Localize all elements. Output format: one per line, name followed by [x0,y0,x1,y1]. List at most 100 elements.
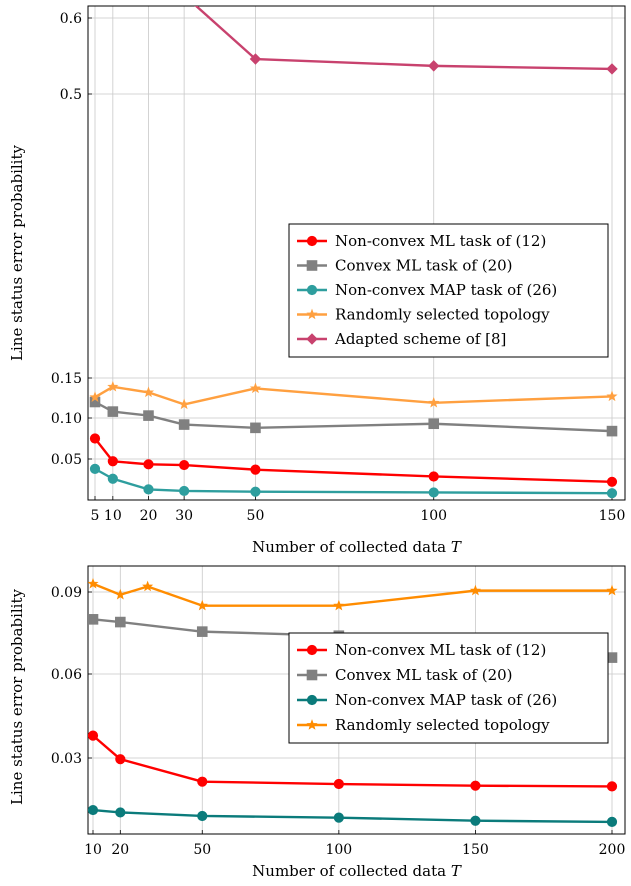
x-tick-label: 20 [140,508,158,524]
data-point [606,488,618,499]
data-point [250,464,261,475]
y-tick-label: 0.06 [51,667,82,683]
y-tick-label: 0.5 [60,87,82,103]
data-point [89,391,101,402]
data-point [250,422,261,434]
legend-swatch-marker [306,284,318,296]
data-point [333,778,344,790]
data-point [107,380,119,392]
data-point [428,418,440,430]
data-point [428,487,439,498]
y-tick-label: 0.09 [51,585,82,601]
data-point [249,53,262,65]
data-point [196,599,208,611]
legend: Non-convex ML task of (12) Convex ML task… [288,632,609,744]
series-line [94,437,613,483]
series-line [94,385,613,406]
chart-2: 10 20 50 100 150 200 0.03 0.06 0.09 Number of col… [8,565,626,880]
data-point [606,781,618,792]
data-point [179,485,190,497]
series-3 [89,463,618,499]
series-line [94,400,613,433]
data-point [88,614,99,625]
x-tick-label: 20 [111,842,129,858]
data-point [88,804,99,816]
data-point [196,626,208,637]
series-line [92,582,612,607]
x-tick-label: 50 [193,842,211,858]
x-tick-label: 200 [599,842,626,858]
legend-item: Non-convex MAP task of (26) [297,691,557,709]
data-point [606,425,618,437]
legend-swatch-marker [306,719,318,730]
legend-swatch-marker [306,669,318,681]
legend-label: Non-convex MAP task of (26) [335,281,557,299]
data-point [89,463,101,474]
legend-item: Adapted scheme of [8] [297,330,506,348]
legend-swatch-marker [306,235,318,247]
data-point [249,382,262,394]
data-point [115,807,126,818]
x-axis-label-symbol: T [451,538,462,556]
legend-label: Non-convex ML task of (12) [335,232,546,250]
data-point [143,410,154,421]
x-tick-label: 100 [325,842,352,858]
data-point [197,810,208,822]
y-tick-label: 0.15 [51,371,82,387]
data-point [469,584,481,596]
data-point [470,780,481,791]
y-axis-label: Line status error probability [8,145,26,361]
x-axis-label: Number of collected data T [252,538,462,556]
data-point [197,776,208,787]
legend-swatch-marker [306,644,318,656]
data-point [88,577,99,589]
x-tick-label: 100 [420,508,447,524]
series-1 [89,433,618,487]
data-point [89,433,101,444]
y-tick-label: 0.05 [51,452,82,468]
series-1 [88,730,618,792]
series-3 [88,804,618,828]
data-point [107,473,118,484]
data-point [179,459,190,471]
plot-frame [87,565,626,835]
x-tick-label: 30 [175,508,193,524]
data-point [606,652,618,663]
x-axis-label-text: Number of collected data [252,862,451,880]
legend-item: Randomly selected topology [297,716,550,734]
data-point [428,471,439,482]
legend-swatch-marker [306,260,318,271]
x-tick-label: 150 [599,508,626,524]
data-point [428,396,440,408]
y-tick-label: 0.10 [51,411,82,427]
data-point [107,406,119,417]
y-axis-label: Line status error probability [8,589,26,805]
data-point [606,816,618,828]
x-tick-label: 150 [462,842,489,858]
legend-label: Randomly selected topology [335,306,550,324]
legend-box [288,223,609,358]
x-tick-label: 10 [84,842,102,858]
series-5 [194,6,618,75]
legend-label: Non-convex ML task of (12) [335,641,546,659]
data-point [333,599,345,611]
data-point [178,419,190,430]
data-point [606,390,618,402]
series-line [92,808,613,824]
legend-label: Adapted scheme of [8] [334,330,506,348]
series-4 [88,577,618,611]
data-point [428,60,440,72]
legend-swatch-marker [306,308,318,320]
data-point [606,584,618,596]
x-tick-label: 50 [247,508,265,524]
series-4 [89,380,618,410]
data-point [250,486,261,497]
data-point [114,588,126,600]
legend-swatch-marker [306,333,318,345]
x-tick-label: 5 [91,508,100,524]
legend-label: Non-convex MAP task of (26) [335,691,557,709]
data-point [115,754,126,765]
legend-item: Convex ML task of (20) [297,257,513,275]
series-line [194,6,613,71]
